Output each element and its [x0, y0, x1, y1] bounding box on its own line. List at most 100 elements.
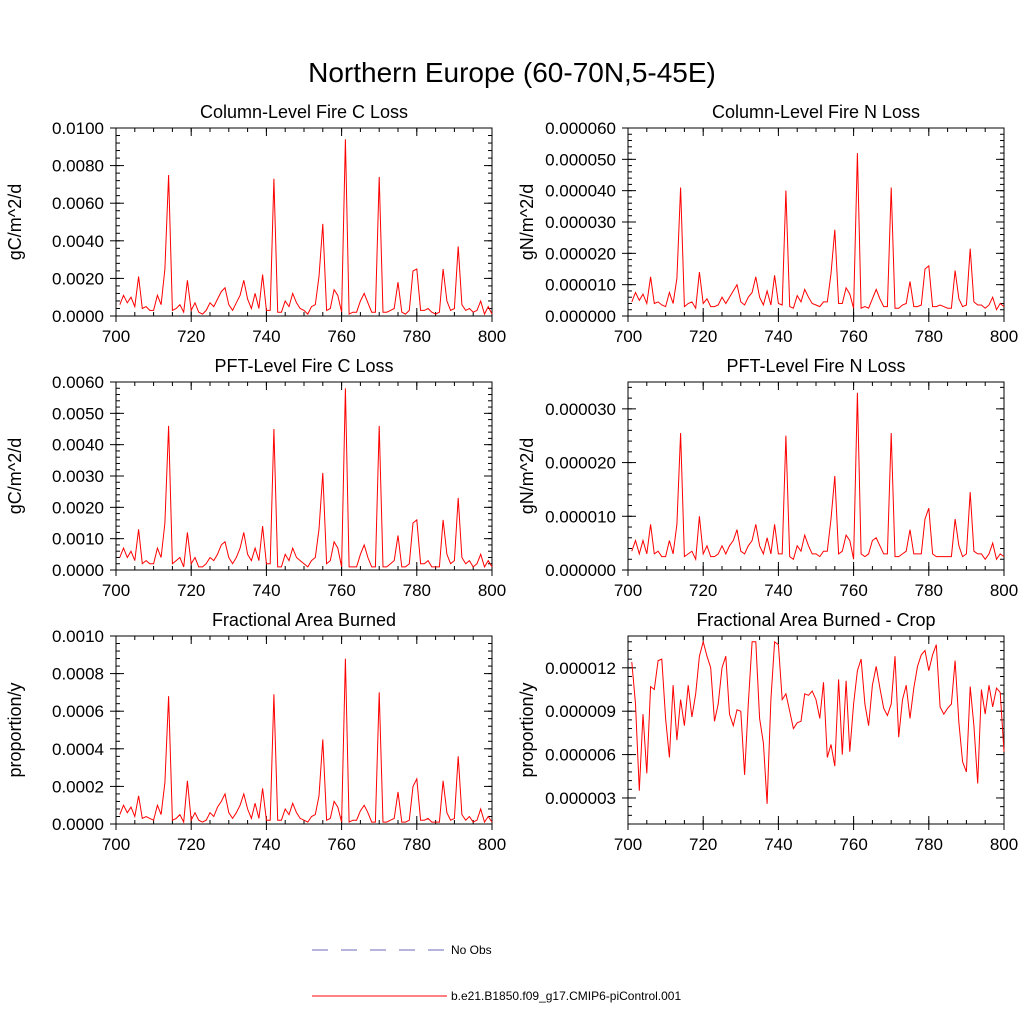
y-tick-label: 0.000060 [545, 119, 616, 138]
y-axis-label: gC/m^2/d [5, 438, 25, 514]
x-tick-label: 800 [990, 835, 1018, 854]
y-tick-label: 0.0030 [52, 467, 104, 486]
y-tick-label: 0.000003 [545, 789, 616, 808]
x-tick-label: 700 [102, 327, 130, 346]
x-tick-label: 780 [403, 327, 431, 346]
x-tick-label: 800 [478, 835, 506, 854]
x-tick-label: 780 [915, 835, 943, 854]
series-line [119, 658, 493, 824]
y-tick-label: 0.000000 [545, 561, 616, 580]
x-tick-label: 740 [764, 327, 792, 346]
x-tick-label: 740 [252, 835, 280, 854]
x-tick-label: 780 [403, 835, 431, 854]
y-tick-label: 0.0040 [52, 436, 104, 455]
y-tick-label: 0.0020 [52, 498, 104, 517]
y-tick-label: 0.0008 [52, 665, 104, 684]
plot-frame [115, 127, 493, 317]
panel-title: Column-Level Fire N Loss [712, 102, 920, 122]
x-tick-label: 700 [102, 581, 130, 600]
y-axis-label: gC/m^2/d [5, 184, 25, 260]
y-tick-label: 0.0010 [52, 627, 104, 646]
y-tick-label: 0.000050 [545, 150, 616, 169]
x-tick-label: 720 [689, 581, 717, 600]
x-tick-label: 760 [327, 581, 355, 600]
x-tick-label: 760 [327, 327, 355, 346]
y-tick-label: 0.000020 [545, 454, 616, 473]
series-line [119, 139, 493, 316]
panel-title: PFT-Level Fire N Loss [726, 356, 905, 376]
legend-label-model: b.e21.B1850.f09_g17.CMIP6-piControl.001 [451, 989, 681, 1003]
panel-title: Fractional Area Burned [212, 610, 396, 630]
y-tick-label: 0.0010 [52, 530, 104, 549]
y-tick-label: 0.0060 [52, 194, 104, 213]
plot-frame [115, 635, 493, 825]
legend-label-no-obs: No Obs [451, 943, 492, 957]
series-line [631, 153, 1005, 311]
x-tick-label: 760 [839, 581, 867, 600]
panel-2: Column-Level Fire N Loss gN/m^2/d 700 720 74… [517, 102, 1018, 346]
y-axis-label: proportion/y [517, 682, 537, 777]
x-tick-label: 740 [764, 581, 792, 600]
x-tick-label: 740 [252, 581, 280, 600]
y-tick-label: 0.0000 [52, 561, 104, 580]
panel-title: PFT-Level Fire C Loss [214, 356, 393, 376]
y-tick-label: 0.000030 [545, 213, 616, 232]
y-tick-label: 0.0100 [52, 119, 104, 138]
panel-title: Fractional Area Burned - Crop [696, 610, 935, 630]
panel-1: Column-Level Fire C Loss gC/m^2/d 700 720 74… [5, 102, 506, 346]
y-tick-label: 0.0080 [52, 157, 104, 176]
y-tick-label: 0.0060 [52, 373, 104, 392]
y-tick-label: 0.0040 [52, 232, 104, 251]
x-tick-label: 740 [252, 327, 280, 346]
y-axis-label: gN/m^2/d [517, 184, 537, 260]
panel-title: Column-Level Fire C Loss [200, 102, 408, 122]
y-axis-label: proportion/y [5, 682, 25, 777]
panel-3: PFT-Level Fire C Loss gC/m^2/d 700 720 740 76… [5, 356, 506, 600]
x-tick-label: 720 [177, 327, 205, 346]
plot-frame [115, 381, 493, 571]
y-tick-label: 0.0050 [52, 404, 104, 423]
x-tick-label: 760 [839, 835, 867, 854]
x-tick-label: 740 [764, 835, 792, 854]
x-tick-label: 800 [478, 581, 506, 600]
panel-4: PFT-Level Fire N Loss gN/m^2/d 700 720 740 76… [517, 356, 1018, 600]
y-tick-label: 0.000010 [545, 507, 616, 526]
panel-6: Fractional Area Burned - Crop proportion/… [517, 610, 1018, 854]
y-tick-label: 0.000000 [545, 307, 616, 326]
x-tick-label: 720 [689, 327, 717, 346]
figure-title: Northern Europe (60-70N,5-45E) [308, 57, 716, 88]
y-axis-label: gN/m^2/d [517, 438, 537, 514]
x-tick-label: 700 [614, 327, 642, 346]
y-tick-label: 0.000030 [545, 400, 616, 419]
series-line [631, 639, 1005, 804]
x-tick-label: 700 [614, 835, 642, 854]
y-tick-label: 0.0006 [52, 702, 104, 721]
y-tick-label: 0.0000 [52, 815, 104, 834]
x-tick-label: 700 [102, 835, 130, 854]
y-tick-label: 0.0002 [52, 777, 104, 796]
series-line [119, 388, 493, 569]
x-tick-label: 720 [177, 581, 205, 600]
x-tick-label: 800 [478, 327, 506, 346]
x-tick-label: 780 [915, 581, 943, 600]
x-tick-label: 780 [403, 581, 431, 600]
x-tick-label: 800 [990, 327, 1018, 346]
panel-5: Fractional Area Burned proportion/y 700 720… [5, 610, 506, 854]
series-line [631, 392, 1005, 562]
x-tick-label: 780 [915, 327, 943, 346]
x-tick-label: 720 [689, 835, 717, 854]
y-tick-label: 0.0000 [52, 307, 104, 326]
x-tick-label: 700 [614, 581, 642, 600]
y-tick-label: 0.000009 [545, 702, 616, 721]
plot-frame [627, 127, 1005, 317]
x-tick-label: 800 [990, 581, 1018, 600]
y-tick-label: 0.000010 [545, 276, 616, 295]
y-tick-label: 0.000012 [545, 659, 616, 678]
legend: No Obs b.e21.B1850.f09_g17.CMIP6-piContr… [312, 943, 681, 1003]
x-tick-label: 720 [177, 835, 205, 854]
y-tick-label: 0.000006 [545, 746, 616, 765]
y-tick-label: 0.000020 [545, 244, 616, 263]
y-tick-label: 0.0004 [52, 740, 104, 759]
y-tick-label: 0.000040 [545, 182, 616, 201]
